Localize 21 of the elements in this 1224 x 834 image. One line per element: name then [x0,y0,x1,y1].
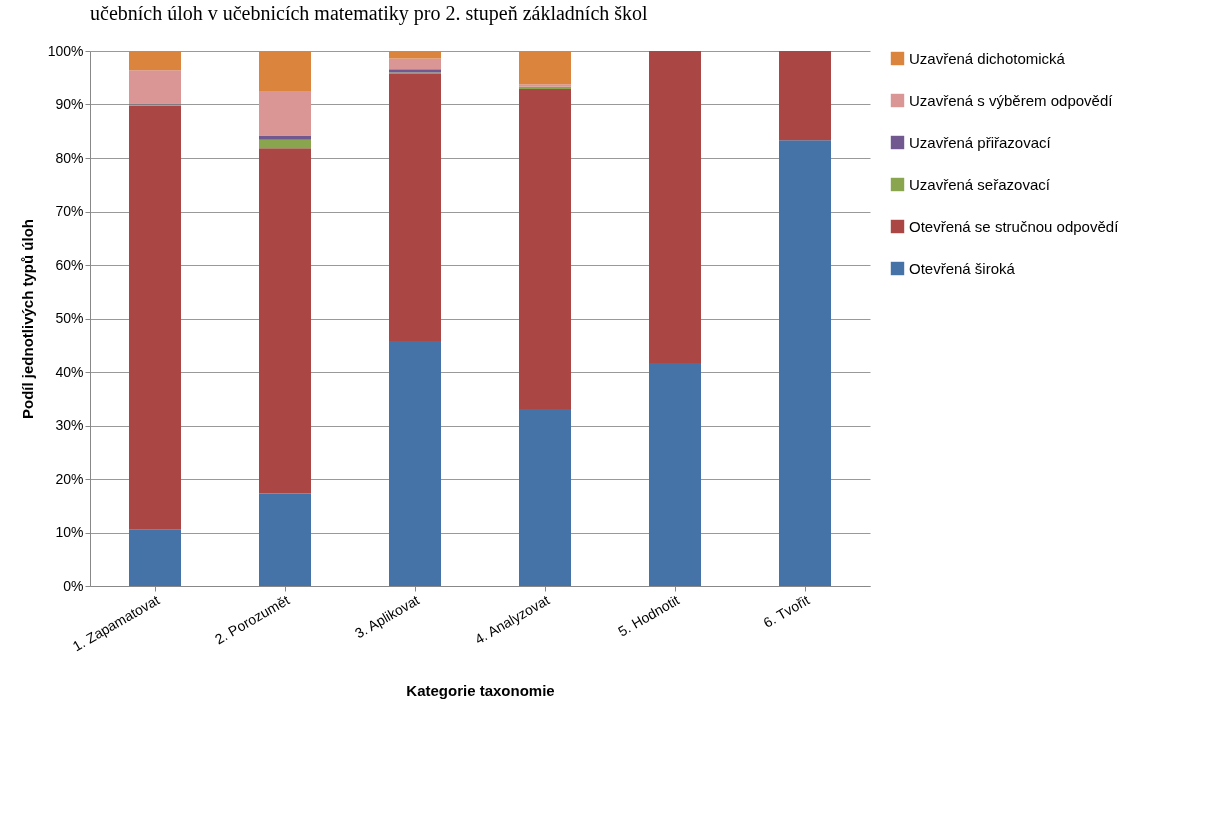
y-tick-label: 80% [55,149,84,166]
legend-label: Uzavřená dichotomická [909,49,1066,67]
legend-label: Uzavřená přiřazovací [909,133,1052,151]
y-tick-label: 10% [55,524,84,540]
y-tick-label: 60% [55,256,84,273]
y-tick-label: 30% [55,417,84,433]
y-tick-label: 100% [47,42,84,59]
y-tick-label: 40% [55,363,84,380]
legend-label: Otevřená široká [909,259,1016,277]
y-tick-label: 20% [55,470,84,487]
legend-label: Uzavřená seřazovací [909,175,1051,193]
y-axis-title: Podíl jednotlivých typů úloh [18,218,36,420]
y-tick-label: 0% [63,577,84,594]
x-axis-title: Kategorie taxonomie [406,682,555,700]
chart-title: učebních úloh v učebnicích matematiky pro 2. stupeň základních škol [90,2,649,25]
legend-label: Otevřená se stručnou odpovědí [909,217,1120,235]
y-tick-label: 70% [55,203,84,219]
y-tick-label: 50% [55,310,84,326]
x-tick-label: 6. Tvořit [760,591,813,631]
y-tick-label: 90% [55,96,84,112]
legend-label: Uzavřená s výběrem odpovědí [909,91,1114,109]
